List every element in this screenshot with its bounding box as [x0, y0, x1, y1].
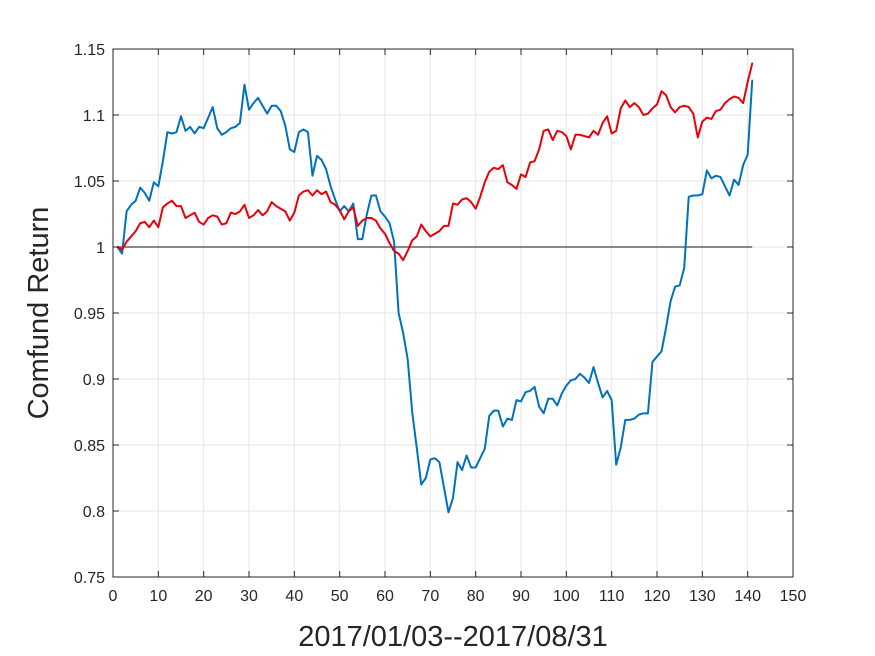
x-tick-label: 140 — [734, 588, 761, 605]
series-group — [116, 62, 754, 514]
y-tick-label: 1.1 — [83, 108, 105, 125]
x-tick-label: 40 — [285, 588, 303, 605]
x-tick-label: 110 — [599, 588, 625, 605]
y-tick-label: 0.8 — [83, 504, 105, 521]
x-tick-label: 20 — [195, 588, 213, 605]
y-tick-label: 0.75 — [74, 570, 105, 587]
x-tick-label: 50 — [331, 588, 349, 605]
x-tick-label: 60 — [376, 588, 394, 605]
y-tick-label: 1.05 — [74, 174, 105, 191]
x-tick-label: 0 — [109, 588, 118, 605]
x-axis-title: 2017/01/03--2017/08/31 — [298, 621, 608, 653]
x-tick-label: 80 — [467, 588, 485, 605]
y-tick-label: 1 — [96, 240, 105, 257]
y-tick-label: 0.9 — [83, 372, 105, 389]
x-tick-label: 30 — [240, 588, 258, 605]
series-line-1 — [116, 79, 754, 514]
x-tick-label: 120 — [644, 588, 671, 605]
y-axis-title: Comfund Return — [23, 207, 55, 420]
x-tick-label: 90 — [512, 588, 530, 605]
y-tick-label: 1.15 — [74, 42, 105, 59]
x-tick-label: 10 — [149, 588, 167, 605]
x-tick-label: 150 — [780, 588, 807, 605]
ticks: 0 10 20 30 40 50 60 70 80 90 100 110 120 130 140 150 0.7… — [74, 42, 807, 605]
x-tick-label: 130 — [689, 588, 716, 605]
y-tick-label: 0.85 — [74, 438, 105, 455]
x-tick-label: 70 — [421, 588, 439, 605]
x-tick-label: 100 — [553, 588, 580, 605]
y-tick-label: 0.95 — [74, 306, 105, 323]
series-line-2 — [116, 62, 754, 262]
